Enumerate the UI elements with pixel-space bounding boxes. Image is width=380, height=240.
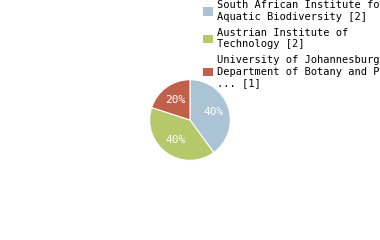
Text: 40%: 40% [204, 107, 224, 117]
Wedge shape [150, 108, 214, 160]
Text: 20%: 20% [165, 95, 185, 105]
Legend: South African Institute for
Aquatic Biodiversity [2], Austrian Institute of
Tech: South African Institute for Aquatic Biod… [203, 0, 380, 88]
Wedge shape [152, 80, 190, 120]
Wedge shape [190, 80, 230, 153]
Text: 40%: 40% [165, 135, 185, 145]
